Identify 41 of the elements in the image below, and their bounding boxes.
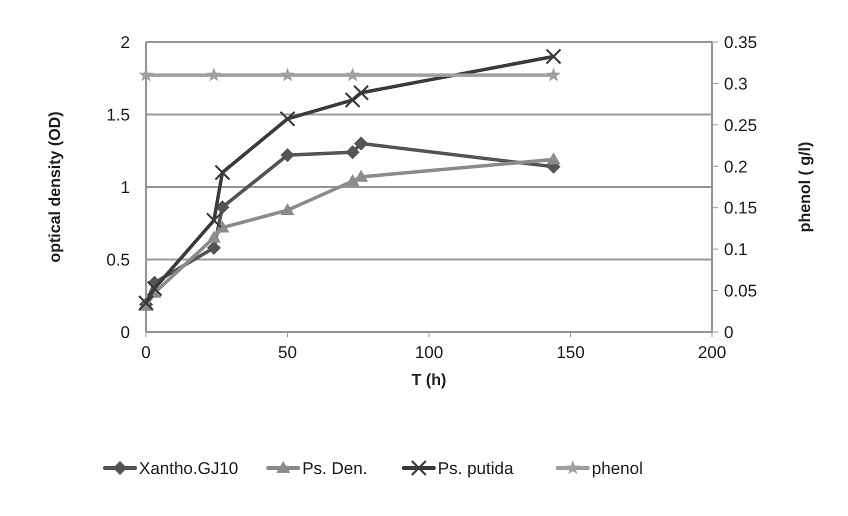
y-tick-label: 1 bbox=[120, 178, 130, 197]
x-tick-label: 0 bbox=[141, 343, 151, 362]
point bbox=[214, 164, 230, 180]
point bbox=[353, 84, 370, 101]
y-axis-title: optical density (OD) bbox=[47, 111, 64, 263]
point bbox=[546, 48, 562, 64]
point bbox=[206, 212, 222, 228]
point bbox=[280, 148, 294, 162]
x-axis-title: T (h) bbox=[412, 372, 446, 389]
legend-label: Xantho.GJ10 bbox=[139, 459, 238, 478]
y2-tick-label: 0.05 bbox=[724, 282, 758, 301]
y2-axis-title: phenol ( g/l) bbox=[797, 142, 814, 232]
y2-tick-label: 0.35 bbox=[724, 33, 758, 52]
y-tick-label: 0.5 bbox=[106, 250, 130, 270]
x-tick-label: 100 bbox=[414, 343, 444, 362]
x-tick-label: 150 bbox=[556, 343, 585, 362]
x-tick-label: 50 bbox=[278, 343, 297, 362]
y2-tick-label: 0.3 bbox=[724, 74, 748, 94]
point bbox=[146, 280, 162, 296]
point bbox=[346, 145, 360, 160]
legend-label: Ps. putida bbox=[438, 459, 514, 478]
y2-tick-label: 0.1 bbox=[724, 240, 748, 260]
point bbox=[354, 136, 368, 150]
point bbox=[206, 240, 221, 255]
y2-tick-label: 0.15 bbox=[724, 198, 758, 218]
point bbox=[346, 174, 360, 186]
y-tick-label: 1.5 bbox=[106, 106, 130, 124]
point bbox=[546, 152, 561, 164]
point bbox=[280, 110, 296, 127]
y-tick-label: 0 bbox=[120, 323, 130, 342]
point bbox=[344, 92, 361, 108]
y2-tick-label: 0 bbox=[724, 323, 734, 342]
legend-label: phenol bbox=[592, 459, 643, 478]
legend-label: Ps. Den. bbox=[302, 459, 368, 478]
point bbox=[206, 230, 221, 243]
y-tick-label: 2 bbox=[120, 33, 130, 52]
point bbox=[280, 203, 294, 216]
y2-tick-label: 0.25 bbox=[724, 116, 758, 135]
y2-tick-label: 0.2 bbox=[724, 157, 748, 176]
x-tick-label: 200 bbox=[698, 343, 726, 362]
point bbox=[215, 220, 230, 232]
